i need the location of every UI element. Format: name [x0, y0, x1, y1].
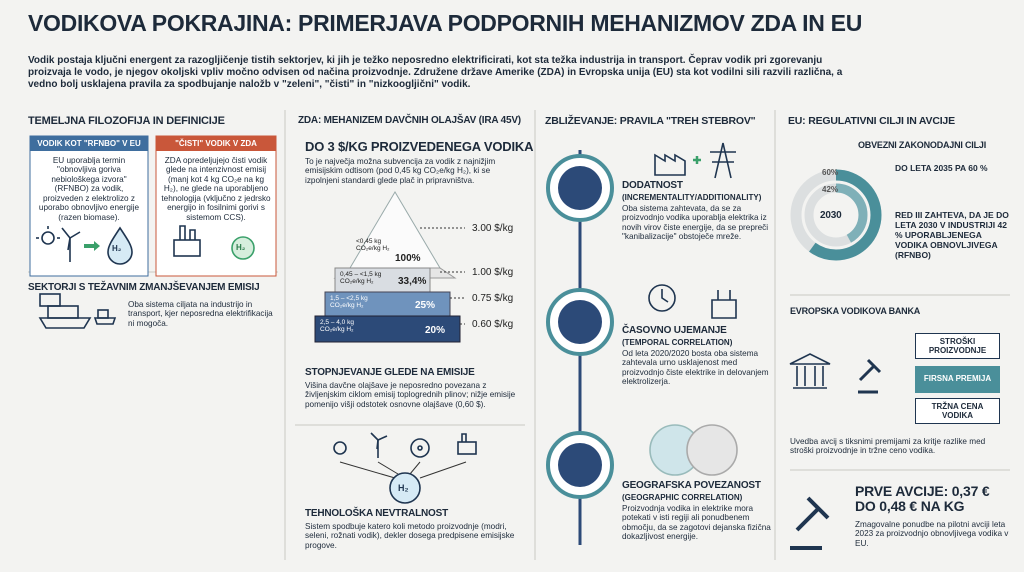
section-text: Oba sistema ciljata na industrijo in tra…: [128, 300, 273, 328]
pillar-subtitle: (INCREMENTALITY/ADDITIONALITY): [622, 193, 762, 202]
section-title: TEHNOLOŠKA NEVTRALNOST: [305, 508, 449, 519]
pillar-nodes: [546, 154, 614, 499]
section-text: Uvedba avcij s tiksnimi premijami za kri…: [790, 437, 986, 456]
tier-share: 33,4%: [398, 276, 427, 287]
pillar-subtitle: (GEOGRAPHIC CORRELATION): [622, 493, 743, 502]
title: VODIKOVA POKRAJINA: PRIMERJAVA PODPORNIH…: [28, 10, 863, 36]
pillar-text: Oba sistema zahtevata, da se za proizvod…: [622, 204, 769, 242]
tier-share: 100%: [395, 253, 421, 264]
pillar-title: GEOGRAFSKA POVEZANOST: [622, 480, 761, 491]
icons: [36, 225, 255, 329]
pillar-subtitle: (TEMPORAL CORRELATION): [622, 338, 733, 347]
card-text: ZDA opredeljujejo čisti vodik glede na i…: [161, 156, 271, 222]
auction-title: PRVE AVCIJE: 0,37 € DO 0,48 € NA KG: [855, 483, 990, 515]
ring: [790, 169, 882, 261]
tier-range: 0,45 – <1,5 kg CO₂e/kg H₂: [340, 271, 382, 286]
pillar-title: DODATNOST: [622, 180, 683, 191]
section-title: ZBLIŽEVANJE: PRAVILA "TREH STEBROV": [545, 115, 756, 127]
card-header: [30, 136, 148, 151]
subsection-title: OBVEZNI ZAKONODAJNI CILJI: [858, 140, 987, 150]
tier-price: 1.00 $/kg: [472, 267, 514, 278]
tier-price: 0.75 $/kg: [472, 293, 514, 304]
bank-box: FIRSNA PREMIJA: [923, 374, 992, 383]
headline: DO 3 $/KG PROIZVEDENEGA VODIKA: [305, 139, 534, 154]
icon-label: H₂: [236, 243, 246, 252]
section-title: SEKTORJI S TEŽAVNIM ZMANJŠEVANJEM EMISIJ: [28, 282, 260, 293]
section-title: TEMELJNA FILOZOFIJA IN DEFINICIJE: [28, 115, 225, 127]
icons: [789, 353, 882, 550]
tier-share: 20%: [425, 325, 446, 336]
pillar-title: ČASOVNO UJEMANJE: [622, 325, 727, 336]
card-title: VODIK KOT "RFNBO" V EU: [37, 139, 141, 148]
pillar-text: Od leta 2020/2020 bosta oba sistema zaht…: [622, 349, 769, 387]
tier-range: 1,5 – <2,5 kg CO₂e/kg H₂: [330, 295, 368, 310]
card-text: EU uporablja termin "obnovljiva goriva n…: [38, 156, 140, 222]
section-title: STOPNJEVANJE GLEDE NA EMISIJE: [305, 367, 475, 378]
target-note: DO LETA 2035 PA 60 %: [895, 163, 988, 173]
card: [155, 135, 277, 277]
donut: [790, 169, 882, 261]
section-title: ZDA: MEHANIZEM DAVČNIH OLAJŠAV (IRA 45V): [298, 115, 521, 126]
ring-label: 42%: [822, 185, 839, 194]
donut-center: 2030: [820, 210, 842, 221]
intro: Vodik postaja ključni energent za razogl…: [28, 55, 843, 90]
tier-share: 25%: [415, 300, 436, 311]
section-text: Višina davčne olajšave je neposredno pov…: [305, 381, 516, 409]
icons: [333, 432, 477, 504]
tier-price: 0.60 $/kg: [472, 319, 514, 330]
card-header: [156, 136, 276, 151]
section-text: To je največja možna subvencija za vodik…: [305, 157, 496, 185]
section-title: EU: REGULATIVNI CILJI IN AVCIJE: [788, 115, 955, 127]
section-text: Zmagovalne ponudbe na pilotni avciji let…: [855, 520, 1009, 548]
icons: [648, 142, 738, 476]
subsection-title: EVROPSKA VODIKOVA BANKA: [790, 306, 921, 316]
tier-range: 2,5 – 4,0 kg CO₂e/kg H₂: [320, 319, 354, 334]
pyramid: [314, 191, 465, 343]
ring: [804, 183, 868, 247]
target-note: RED III ZAHTEVA, DA JE DO LETA 2030 V IN…: [895, 210, 1009, 260]
icon-label: H₂: [112, 244, 122, 253]
pillar-text: Proizvodnja vodika in elektrike mora pot…: [622, 504, 771, 542]
bank-box: STROŠKI PROIZVODNJE: [915, 333, 1000, 359]
premium-box: [915, 366, 1000, 393]
icon-label: H₂: [398, 483, 409, 493]
leaders: [420, 227, 465, 325]
tier-price: 3.00 $/kg: [472, 223, 514, 234]
section-text: Sistem spodbuje katero koli metodo proiz…: [305, 522, 515, 550]
ring-label: 60%: [822, 168, 839, 177]
tier-range: <0,45 kg CO₂e/kg H₂: [356, 238, 390, 253]
bank-box: TRŽNA CENA VODIKA: [915, 398, 1000, 424]
card-title: "ČISTI" VODIK V ZDA: [175, 139, 257, 148]
